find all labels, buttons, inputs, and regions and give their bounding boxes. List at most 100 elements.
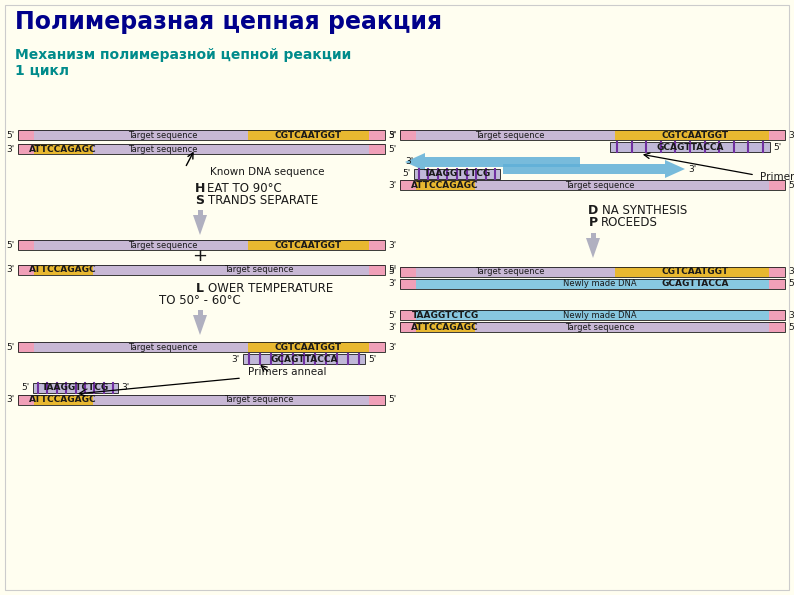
Bar (248, 240, 369, 250)
Bar (198, 310, 202, 315)
Bar (400, 130, 785, 140)
Text: TAAGGTCTCG: TAAGGTCTCG (41, 384, 109, 393)
Polygon shape (503, 160, 685, 178)
Text: NA SYNTHESIS: NA SYNTHESIS (602, 203, 688, 217)
Polygon shape (193, 315, 207, 335)
Text: CGTCAATGGT: CGTCAATGGT (275, 343, 341, 352)
Polygon shape (586, 238, 600, 258)
Bar (18, 240, 34, 250)
Text: ATTCCAGAGC: ATTCCAGAGC (29, 145, 97, 154)
Text: CGTCAATGGT: CGTCAATGGT (661, 268, 729, 277)
Text: Полимеразная цепная реакция: Полимеразная цепная реакция (15, 10, 442, 34)
Text: 5': 5' (788, 280, 794, 289)
Text: Target sequence: Target sequence (565, 322, 634, 331)
Text: Newly made DNA: Newly made DNA (563, 311, 637, 320)
Text: Target sequence: Target sequence (224, 265, 294, 274)
Bar (769, 130, 785, 140)
Text: 3': 3' (232, 355, 240, 364)
Text: 5': 5' (7, 130, 15, 139)
Bar (400, 267, 416, 277)
Text: D: D (588, 203, 598, 217)
Bar (18, 130, 34, 140)
Bar (369, 395, 385, 405)
Bar (34, 144, 93, 154)
Bar (416, 180, 475, 190)
Text: Newly made DNA: Newly made DNA (563, 280, 637, 289)
Bar (369, 130, 385, 140)
Bar (769, 180, 785, 190)
Text: 5': 5' (388, 265, 396, 274)
Text: H: H (195, 181, 205, 195)
Bar (34, 130, 248, 140)
Text: 3': 3' (7, 145, 15, 154)
Bar (93, 144, 369, 154)
Bar (34, 395, 93, 405)
Bar (615, 130, 769, 140)
Text: 1 цикл: 1 цикл (15, 64, 69, 78)
Text: L: L (196, 281, 204, 295)
Bar (34, 240, 248, 250)
Bar (400, 310, 785, 320)
Bar (400, 180, 416, 190)
Bar (369, 144, 385, 154)
Polygon shape (193, 215, 207, 235)
Text: 3': 3' (389, 322, 397, 331)
Bar (416, 310, 769, 320)
Text: 5': 5' (368, 355, 376, 364)
Text: 5': 5' (389, 268, 397, 277)
Text: 3': 3' (688, 164, 696, 174)
Bar (416, 322, 475, 332)
Text: Target sequence: Target sequence (565, 180, 634, 189)
Bar (18, 265, 385, 275)
Text: 5': 5' (389, 130, 397, 139)
Text: GCAGTTACCA: GCAGTTACCA (661, 280, 729, 289)
Bar (248, 342, 369, 352)
Bar (610, 142, 770, 152)
Text: Механизм полимеразной цепной реакции: Механизм полимеразной цепной реакции (15, 48, 351, 62)
Text: 3': 3' (788, 311, 794, 320)
Bar (93, 265, 369, 275)
Text: Primer: Primer (760, 172, 794, 182)
Text: ATTCCAGAGC: ATTCCAGAGC (29, 396, 97, 405)
Bar (416, 279, 769, 289)
Bar (18, 342, 34, 352)
Bar (18, 130, 385, 140)
Bar (18, 395, 385, 405)
Bar (34, 342, 248, 352)
Text: OWER TEMPERATURE: OWER TEMPERATURE (208, 281, 333, 295)
Text: ROCEEDS: ROCEEDS (601, 215, 658, 228)
Text: Target sequence: Target sequence (476, 130, 545, 139)
Bar (400, 322, 416, 332)
Text: 3': 3' (388, 240, 396, 249)
Text: Target sequence: Target sequence (129, 130, 198, 139)
Text: ATTCCAGAGC: ATTCCAGAGC (411, 322, 479, 331)
Text: 3': 3' (389, 180, 397, 189)
Text: 3': 3' (388, 130, 396, 139)
Text: 3': 3' (389, 280, 397, 289)
Text: Primers anneal: Primers anneal (248, 367, 326, 377)
Text: Target sequence: Target sequence (129, 145, 198, 154)
Bar (400, 180, 785, 190)
Text: Target sequence: Target sequence (129, 240, 198, 249)
Text: P: P (588, 215, 598, 228)
Text: 5': 5' (788, 180, 794, 189)
Bar (769, 279, 785, 289)
Text: 5': 5' (7, 240, 15, 249)
Bar (400, 267, 785, 277)
Text: Target sequence: Target sequence (476, 268, 545, 277)
Bar (400, 279, 416, 289)
Text: 3': 3' (405, 158, 413, 167)
Text: 5': 5' (773, 142, 781, 152)
Text: CGTCAATGGT: CGTCAATGGT (275, 240, 341, 249)
Text: CGTCAATGGT: CGTCAATGGT (661, 130, 729, 139)
Text: Known DNA sequence: Known DNA sequence (210, 167, 325, 177)
Bar (18, 240, 385, 250)
Text: S: S (195, 193, 205, 206)
Bar (591, 233, 596, 238)
Bar (769, 322, 785, 332)
Bar (475, 322, 769, 332)
Bar (769, 310, 785, 320)
Bar (400, 279, 785, 289)
Bar (93, 395, 369, 405)
Text: Target sequence: Target sequence (129, 343, 198, 352)
